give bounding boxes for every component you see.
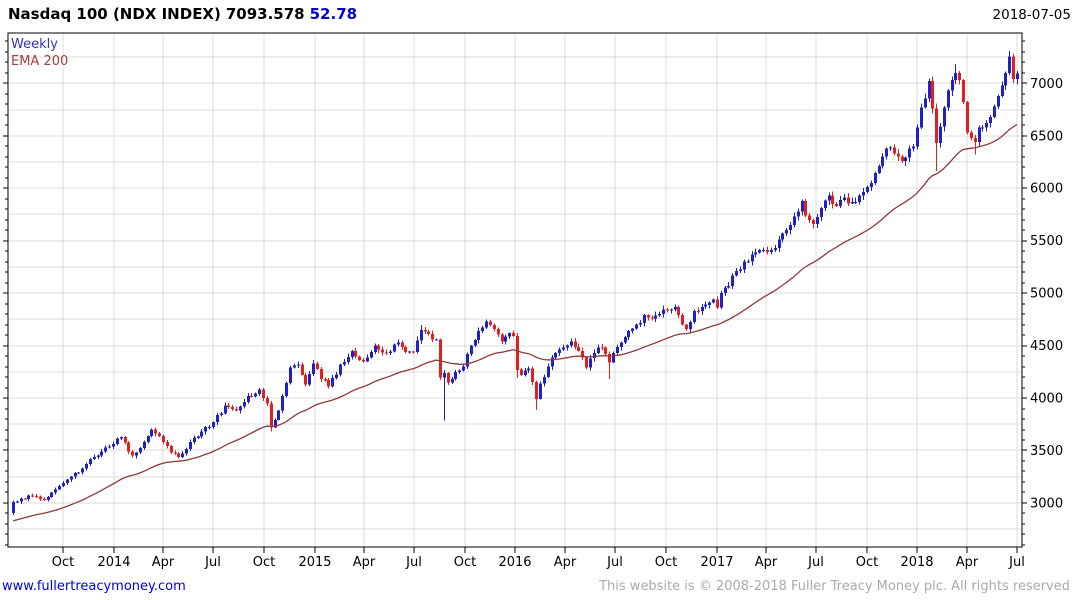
x-tick-label: 2017	[700, 555, 733, 570]
x-tick-label: Oct	[454, 555, 476, 570]
y-tick-label: 6500	[1030, 129, 1063, 144]
x-tick-label: 2014	[97, 555, 130, 570]
copyright-text: This website is © 2008-2018 Fuller Treac…	[599, 579, 1070, 594]
site-link[interactable]: www.fullertreacymoney.com	[2, 579, 186, 594]
x-tick-label: Apr	[353, 555, 376, 570]
chart-title: Nasdaq 100 (NDX INDEX)	[8, 5, 221, 23]
y-tick-label: 4500	[1030, 339, 1063, 354]
gridlines	[8, 33, 1022, 547]
x-tick-label: 2015	[298, 555, 331, 570]
axes	[3, 40, 1027, 553]
x-tick-label: Jul	[606, 555, 623, 570]
chart-date: 2018-07-05	[992, 7, 1071, 23]
y-axis-labels: 3000 3500 4000 4500 5000 5500 6000 6500 7000	[1030, 77, 1063, 511]
x-tick-label: Apr	[755, 555, 778, 570]
legend-overlay: EMA 200	[11, 54, 69, 69]
x-tick-label: Apr	[554, 555, 577, 570]
x-tick-label: Jul	[204, 555, 221, 570]
price-change: 52.78	[309, 5, 358, 23]
y-tick-label: 6000	[1030, 182, 1063, 197]
x-tick-label: Oct	[856, 555, 878, 570]
chart-header: Nasdaq 100 (NDX INDEX) 7093.578 52.78	[8, 5, 362, 23]
y-tick-label: 5500	[1030, 234, 1063, 249]
x-tick-label: Oct	[655, 555, 677, 570]
x-tick-label: 2016	[498, 555, 531, 570]
y-tick-label: 3000	[1030, 496, 1063, 511]
y-tick-label: 5000	[1030, 287, 1063, 302]
x-tick-label: Jul	[405, 555, 422, 570]
legend-timeframe: Weekly	[11, 37, 58, 52]
x-tick-label: Oct	[253, 555, 275, 570]
page-footer: www.fullertreacymoney.com This website i…	[0, 576, 1075, 600]
y-tick-label: 7000	[1030, 77, 1063, 92]
ema-line	[12, 123, 1018, 522]
chart-legend: Weekly EMA 200	[11, 36, 68, 70]
x-tick-label: Oct	[52, 555, 74, 570]
x-tick-label: Jul	[1008, 555, 1025, 570]
x-tick-label: 2018	[900, 555, 933, 570]
candles	[12, 50, 1019, 515]
y-tick-label: 4000	[1030, 392, 1063, 407]
x-tick-label: Apr	[956, 555, 979, 570]
x-tick-label: Apr	[152, 555, 175, 570]
last-price: 7093.578	[225, 5, 305, 23]
x-axis-labels: Oct 2014 Apr Jul Oct 2015 Apr Jul Oct 2016 Apr Jul O…	[52, 555, 1025, 570]
x-tick-label: Jul	[807, 555, 824, 570]
y-tick-label: 3500	[1030, 444, 1063, 459]
